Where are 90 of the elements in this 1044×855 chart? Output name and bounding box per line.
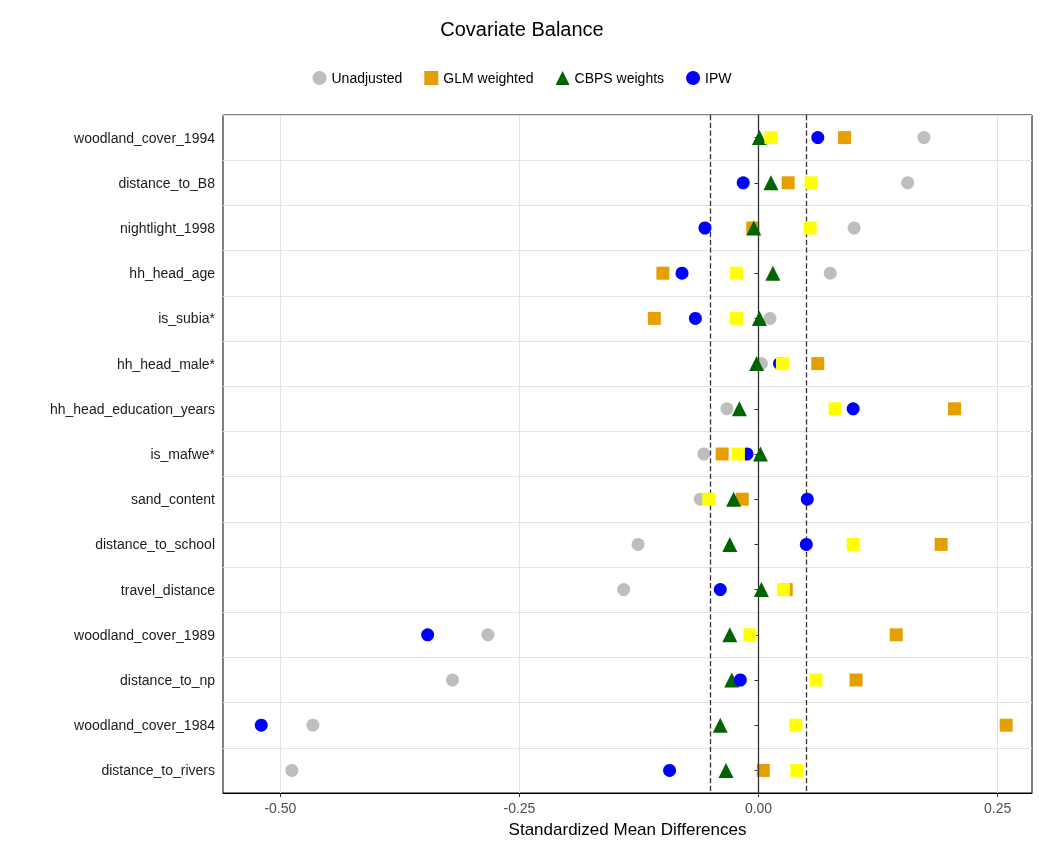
point bbox=[753, 582, 769, 598]
point bbox=[781, 176, 795, 190]
legend-label: IPW bbox=[705, 70, 733, 86]
chart-title: Covariate Balance bbox=[440, 18, 604, 40]
point bbox=[726, 491, 742, 507]
y-tick-label: woodland_cover_1989 bbox=[73, 626, 216, 643]
y-tick-label: distance_to_np bbox=[120, 672, 216, 688]
point bbox=[999, 718, 1013, 732]
point bbox=[731, 447, 745, 461]
x-tick-label: 0.25 bbox=[983, 800, 1012, 816]
point bbox=[697, 447, 711, 461]
y-tick-label: hh_head_age bbox=[129, 265, 216, 282]
point bbox=[306, 718, 320, 732]
point bbox=[663, 763, 677, 777]
point bbox=[752, 446, 768, 462]
point bbox=[715, 447, 729, 461]
y-tick-label: distance_to_school bbox=[95, 536, 215, 553]
point bbox=[736, 176, 750, 190]
point bbox=[743, 628, 757, 642]
y-tick-label: is_subia* bbox=[158, 310, 216, 327]
y-tick-label: hh_head_male* bbox=[116, 355, 216, 372]
y-tick-label: hh_head_education_years bbox=[49, 400, 215, 417]
point bbox=[713, 583, 727, 597]
point bbox=[823, 266, 837, 280]
point bbox=[901, 176, 915, 190]
point bbox=[631, 537, 645, 551]
point bbox=[790, 763, 804, 777]
point bbox=[849, 673, 863, 687]
point bbox=[838, 131, 852, 145]
y-tick-label: distance_to_B8 bbox=[118, 174, 216, 191]
x-axis-title: Standardized Mean Differences bbox=[508, 820, 747, 839]
y-tick-label: woodland_cover_1994 bbox=[73, 129, 216, 146]
point bbox=[481, 628, 495, 642]
point bbox=[847, 221, 861, 235]
point bbox=[446, 673, 459, 687]
point bbox=[722, 627, 738, 643]
point bbox=[803, 221, 817, 235]
point bbox=[789, 718, 803, 732]
x-tick-label: -0.50 bbox=[264, 800, 297, 816]
point bbox=[722, 536, 738, 552]
point bbox=[285, 763, 299, 777]
point bbox=[751, 310, 767, 326]
point bbox=[698, 221, 712, 235]
point bbox=[751, 130, 767, 146]
y-tick-label: distance_to_rivers bbox=[101, 762, 215, 779]
point bbox=[718, 762, 734, 778]
point bbox=[724, 672, 740, 688]
point bbox=[804, 176, 818, 190]
point bbox=[702, 492, 716, 506]
point bbox=[809, 673, 823, 687]
point bbox=[730, 311, 744, 325]
point bbox=[948, 402, 962, 416]
point bbox=[764, 131, 778, 145]
y-tick-label: nightlight_1998 bbox=[120, 220, 216, 236]
point bbox=[763, 311, 777, 325]
point bbox=[765, 265, 781, 281]
point bbox=[675, 266, 689, 280]
point bbox=[254, 718, 268, 732]
point bbox=[712, 717, 728, 733]
legend-label: Unadjusted bbox=[331, 70, 403, 86]
point bbox=[617, 583, 631, 597]
point bbox=[934, 537, 948, 551]
point bbox=[889, 628, 903, 642]
y-tick-label: sand_content bbox=[130, 491, 216, 508]
point bbox=[731, 401, 747, 417]
point bbox=[733, 673, 747, 687]
point bbox=[846, 402, 860, 416]
y-tick-label: woodland_cover_1984 bbox=[73, 717, 216, 734]
point bbox=[763, 175, 779, 191]
point bbox=[656, 266, 670, 280]
point bbox=[720, 402, 734, 416]
point bbox=[811, 357, 825, 371]
legend-label: CBPS weights bbox=[574, 70, 665, 86]
point bbox=[917, 131, 931, 145]
point bbox=[730, 266, 744, 280]
point bbox=[756, 763, 770, 777]
point bbox=[421, 628, 435, 642]
point bbox=[688, 311, 702, 325]
point bbox=[800, 492, 814, 506]
point bbox=[828, 402, 842, 416]
y-tick-label: is_mafwe* bbox=[150, 446, 216, 462]
point bbox=[647, 311, 661, 325]
x-tick-label: -0.25 bbox=[503, 800, 536, 816]
point bbox=[799, 537, 813, 551]
point bbox=[846, 537, 860, 551]
legend-label: GLM weighted bbox=[443, 70, 534, 86]
point bbox=[749, 356, 765, 372]
y-tick-label: travel_distance bbox=[120, 581, 216, 598]
x-tick-label: 0.00 bbox=[744, 800, 773, 816]
point bbox=[811, 131, 825, 145]
